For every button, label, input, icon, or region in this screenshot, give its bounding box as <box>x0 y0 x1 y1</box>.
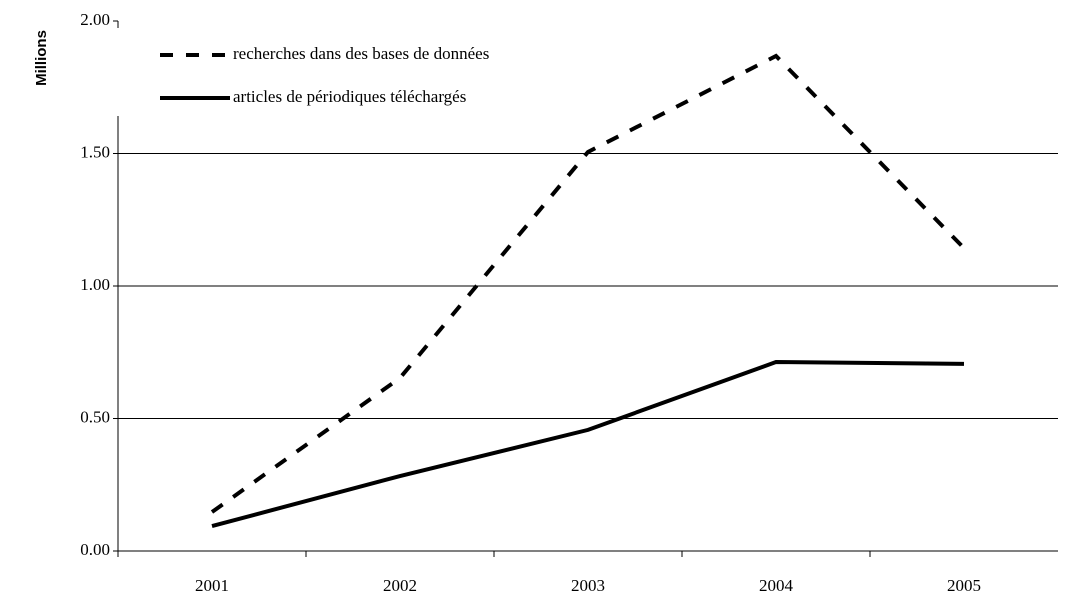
legend-box <box>112 28 602 116</box>
legend-label: articles de périodiques téléchargés <box>233 87 466 106</box>
x-tick-label: 2002 <box>383 576 417 595</box>
y-tick-label: 1.50 <box>80 142 110 161</box>
legend-label: recherches dans des bases de données <box>233 44 489 63</box>
y-axis-label: Millions <box>33 30 50 86</box>
x-tick-label: 2004 <box>759 576 794 595</box>
y-tick-label: 2.00 <box>80 10 110 29</box>
x-tick-label: 2005 <box>947 576 981 595</box>
line-series <box>210 53 966 514</box>
y-tick-label: 1.00 <box>80 275 110 294</box>
y-tick-label: 0.50 <box>80 407 110 426</box>
y-tick-label: 0.00 <box>80 540 110 559</box>
line-series <box>211 360 965 529</box>
x-tick-label: 2003 <box>571 576 605 595</box>
x-tick-label: 2001 <box>195 576 229 595</box>
